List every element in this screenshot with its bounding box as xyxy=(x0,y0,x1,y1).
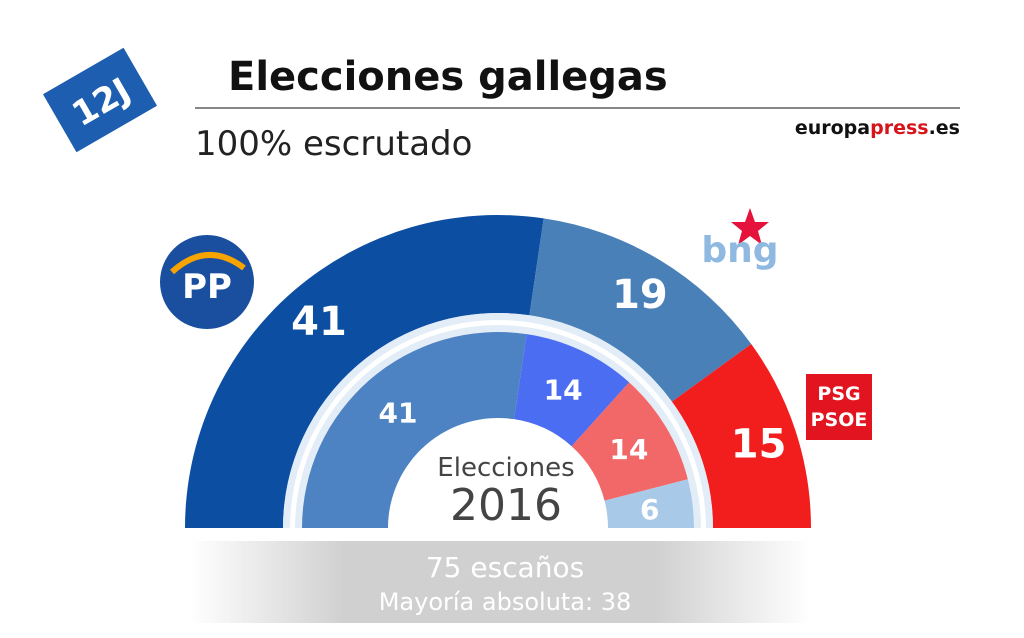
pp-logo: PP xyxy=(160,235,254,329)
ballot-icon: 12J xyxy=(38,43,162,157)
pp-text: PP xyxy=(182,267,232,307)
seat-segment xyxy=(185,215,544,528)
footer-band xyxy=(190,541,810,623)
seat-label: 41 xyxy=(379,396,418,429)
seat-segment xyxy=(514,334,630,447)
inner-year: 2016 xyxy=(450,480,562,531)
seat-label: 14 xyxy=(544,374,583,407)
seat-label: 15 xyxy=(731,422,787,468)
seat-label: 6 xyxy=(640,493,659,526)
seat-segment xyxy=(302,332,527,528)
source-part: press xyxy=(870,117,928,139)
bng-logo: bng xyxy=(701,208,779,271)
subtitle: 100% escrutado xyxy=(195,124,472,164)
seat-label: 19 xyxy=(612,272,668,318)
title: Elecciones gallegas xyxy=(228,54,668,100)
bng-text: bng xyxy=(701,230,778,271)
seat-label: 41 xyxy=(291,299,347,345)
seat-segment xyxy=(671,344,811,528)
inner-label: Elecciones xyxy=(437,453,574,483)
psoe-logo: PSG PSOE xyxy=(806,374,872,440)
source-part: .es xyxy=(929,117,960,139)
majority: Mayoría absoluta: 38 xyxy=(379,588,632,616)
psoe-text: PSOE xyxy=(811,409,868,431)
seat-segment xyxy=(529,218,752,402)
psoe-text: PSG xyxy=(817,383,860,405)
seats: 75 escaños xyxy=(426,551,584,584)
seat-segment xyxy=(571,382,688,501)
source: europapress.es xyxy=(795,117,960,139)
source-part: europa xyxy=(795,117,870,139)
seat-segment xyxy=(604,479,694,528)
seat-label: 14 xyxy=(609,433,648,466)
